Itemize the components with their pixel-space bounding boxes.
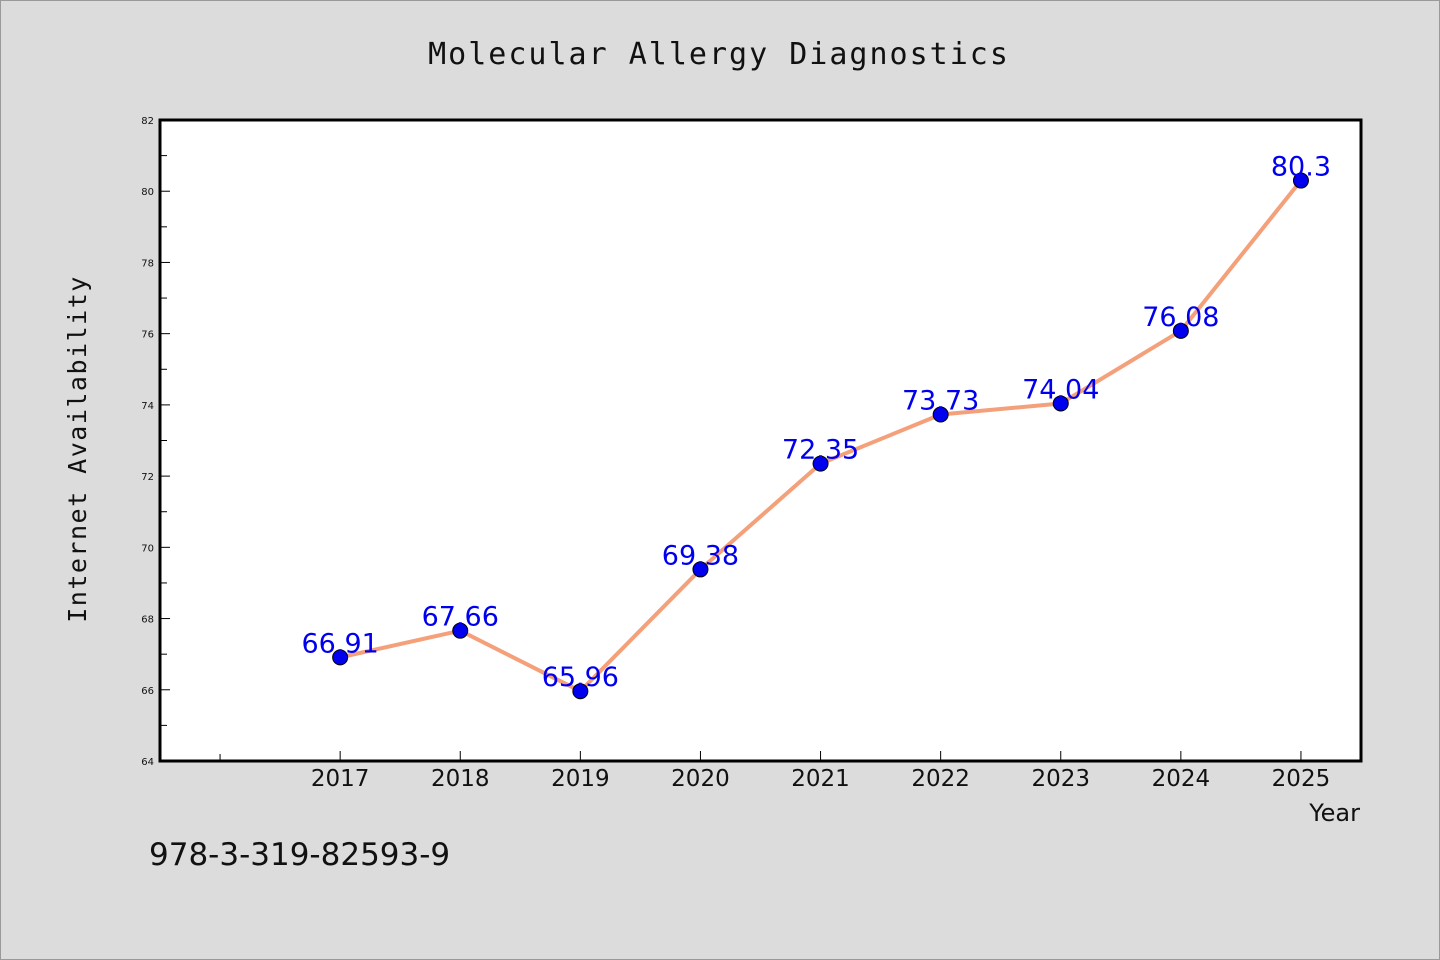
x-tick-label: 2018: [431, 766, 490, 792]
y-tick-label: 74: [141, 401, 154, 412]
data-label: 80.3: [1271, 152, 1331, 183]
x-tick-label: 2023: [1031, 766, 1090, 792]
y-tick-label: 76: [141, 330, 154, 341]
y-axis: 64 66 68 70 72 74 76 78 80 82: [141, 116, 170, 768]
y-tick-label: 64: [141, 757, 154, 768]
isbn-annotation: 978-3-319-82593-9: [149, 837, 450, 873]
x-tick-label: 2017: [311, 766, 370, 792]
data-point: [932, 406, 949, 423]
x-tick-label: 2024: [1152, 766, 1211, 792]
x-axis-label: Year: [1308, 799, 1360, 827]
data-point: [812, 455, 829, 472]
data-point: [692, 561, 709, 578]
data-point: [572, 683, 589, 700]
series-layer: 66.91 67.66 65.96 69.38 72.35 73.73 74.04 76.08…: [302, 152, 1331, 700]
data-label: 69.38: [662, 540, 739, 571]
y-axis-label: Internet Availability: [63, 275, 92, 623]
data-label: 65.96: [542, 662, 619, 693]
data-point: [1292, 172, 1309, 189]
x-tick-label: 2019: [551, 766, 610, 792]
data-label: 67.66: [422, 602, 499, 633]
y-tick-label: 70: [141, 543, 154, 554]
data-label: 66.91: [302, 628, 379, 659]
y-tick-label: 72: [141, 472, 154, 483]
y-tick-label: 82: [141, 116, 154, 127]
y-tick-label: 80: [141, 187, 154, 198]
x-tick-label: 2025: [1272, 766, 1331, 792]
data-label: 73.73: [902, 386, 979, 417]
data-point: [452, 622, 469, 639]
data-label: 74.04: [1022, 374, 1099, 405]
y-tick-label: 78: [141, 258, 154, 269]
data-label: 76.08: [1142, 302, 1219, 333]
x-tick-label: 2022: [911, 766, 970, 792]
data-label: 72.35: [782, 435, 859, 466]
x-axis: 2017 2018 2019 2020 2021 2022 2023 2024 2025: [219, 751, 1331, 792]
y-tick-label: 68: [141, 615, 154, 626]
data-point: [1052, 395, 1069, 412]
x-tick-label: 2021: [791, 766, 850, 792]
data-point: [1172, 322, 1189, 339]
x-tick-label: 2020: [671, 766, 730, 792]
y-tick-label: 66: [141, 686, 154, 697]
data-point: [332, 649, 349, 666]
chart-title: Molecular Allergy Diagnostics: [428, 37, 1010, 72]
